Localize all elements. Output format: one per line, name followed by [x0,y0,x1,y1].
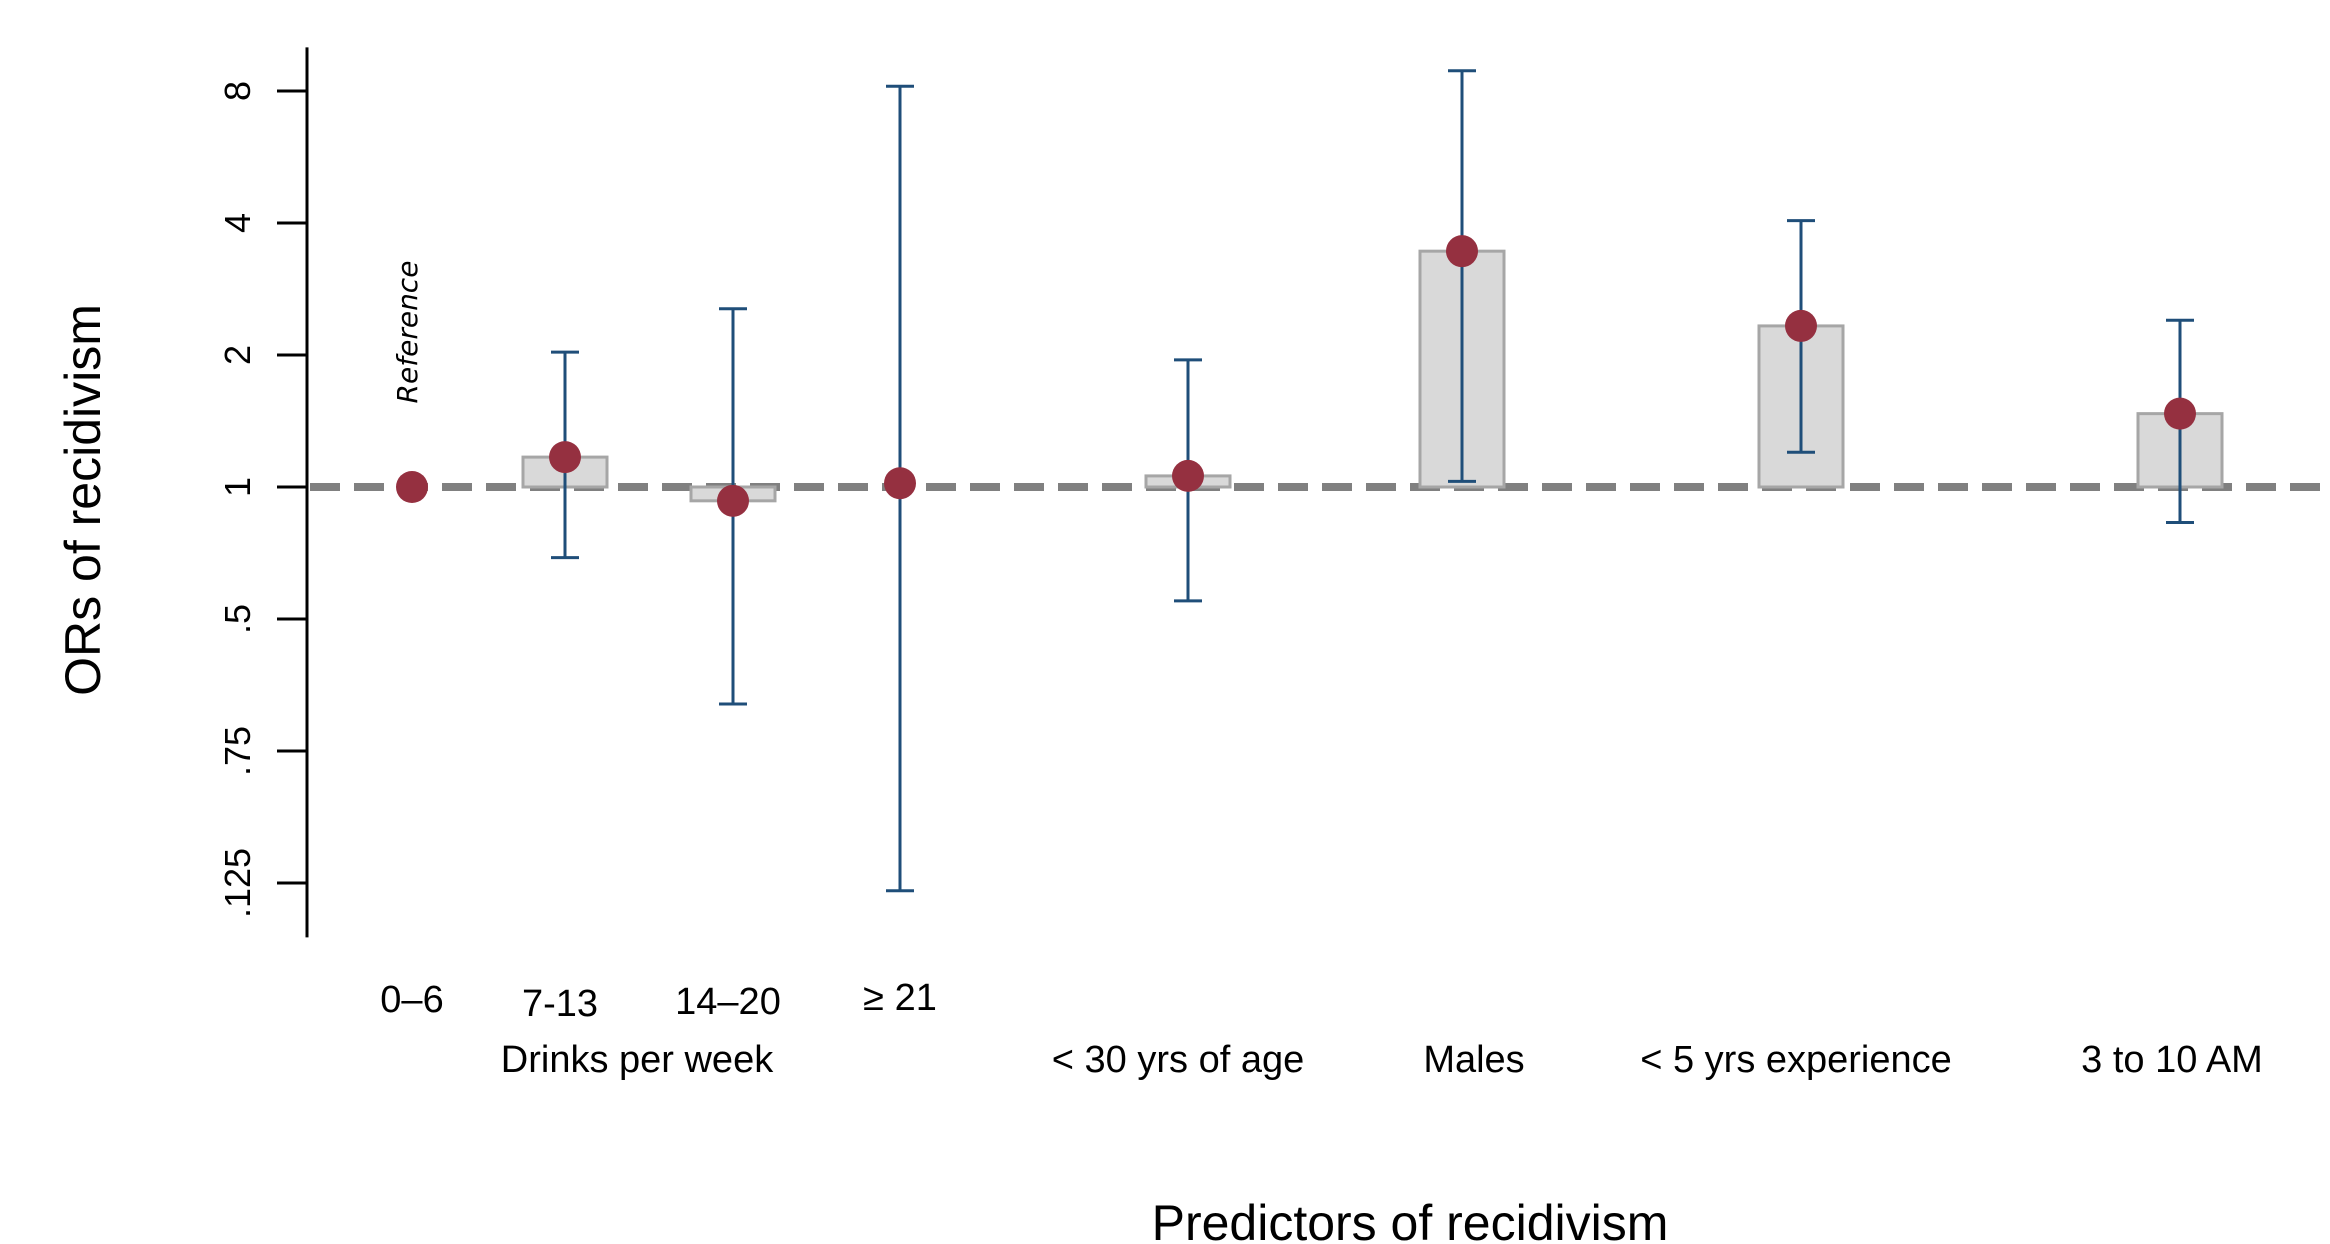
point-2 [717,484,749,517]
bars-layer [521,249,2224,503]
reference-note: Reference [391,261,424,404]
category-label-2: 14–20 [675,981,781,1023]
y-tick-label-2: .5 [217,604,258,634]
category-label-5: Males [1423,1039,1524,1081]
y-tick-label-5: 4 [217,213,258,233]
x-axis-title: Predictors of recidivism [1152,1195,1669,1244]
y-tick-label-4: 2 [217,345,258,365]
errorbar-layer [551,69,2194,893]
point-7 [2164,397,2196,430]
y-axis-title: ORs of recidivism [55,304,111,696]
group-label: Drinks per week [501,1039,774,1081]
category-label-1: 7-13 [522,983,598,1025]
point-3 [884,467,916,500]
y-axis: .125 .75 .5 1 2 4 8 [217,47,309,938]
y-tick-label-6: 8 [217,81,258,101]
y-tick-label-1: .75 [217,726,258,776]
category-label-4: < 30 yrs of age [1052,1039,1304,1081]
point-5 [1446,235,1478,268]
category-label-3: ≥ 21 [863,977,937,1019]
point-1 [549,441,581,474]
category-labels: Reference 0–6 7-13 14–20 ≥ 21 < 30 yrs of age… [380,261,2263,1081]
y-tick-label-0: .125 [217,848,258,918]
point-6 [1785,309,1817,342]
point-layer [396,235,2196,517]
category-label-7: 3 to 10 AM [2081,1039,2263,1081]
y-tick-label-3: 1 [217,477,258,497]
point-4 [1172,459,1204,492]
category-label-0: 0–6 [380,979,443,1021]
point-0 [396,471,428,503]
category-label-6: < 5 yrs experience [1640,1039,1952,1081]
